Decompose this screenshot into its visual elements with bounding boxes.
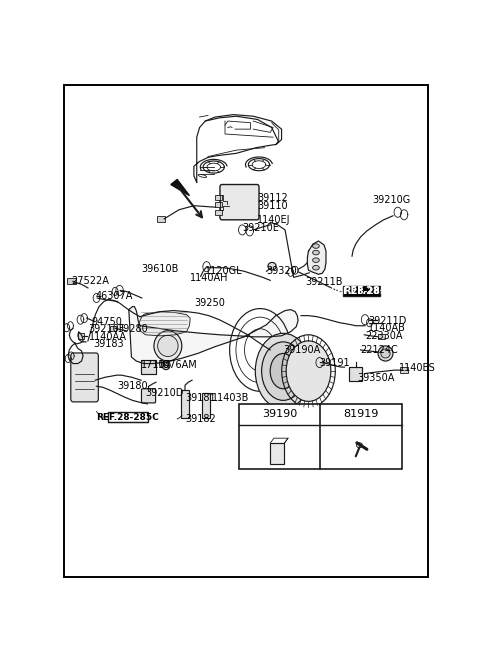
Bar (202, 393, 210, 417)
Bar (67, 278, 76, 284)
Text: 39183: 39183 (94, 339, 124, 349)
Ellipse shape (378, 346, 393, 361)
Ellipse shape (312, 265, 319, 270)
Text: 39182: 39182 (186, 413, 216, 424)
Text: 39350A: 39350A (357, 373, 394, 383)
Text: 39210E: 39210E (242, 223, 279, 233)
Ellipse shape (268, 263, 276, 270)
Ellipse shape (164, 363, 168, 367)
Ellipse shape (381, 349, 390, 358)
Text: 1140AB: 1140AB (368, 323, 406, 333)
Bar (157, 215, 165, 222)
Text: 39250: 39250 (195, 298, 226, 308)
Text: 39191: 39191 (320, 358, 350, 367)
Text: 17104: 17104 (141, 360, 172, 370)
Circle shape (270, 354, 296, 389)
Bar (378, 334, 385, 339)
Bar (215, 195, 222, 200)
Text: 39210F: 39210F (88, 324, 124, 334)
Ellipse shape (154, 331, 182, 361)
Text: 1076AM: 1076AM (157, 360, 197, 370)
Bar (239, 404, 402, 470)
Text: 27522A: 27522A (71, 276, 109, 286)
Ellipse shape (162, 360, 170, 369)
Text: 39112: 39112 (257, 193, 288, 203)
Bar (78, 333, 84, 339)
Text: 39211B: 39211B (305, 277, 343, 287)
Text: 39181: 39181 (186, 393, 216, 403)
Text: 39280: 39280 (118, 324, 148, 334)
Bar (400, 367, 408, 373)
Bar (349, 367, 362, 381)
Bar (215, 210, 222, 215)
Text: 22124C: 22124C (360, 345, 398, 355)
Ellipse shape (312, 244, 319, 248)
Bar (215, 202, 222, 207)
Bar (343, 286, 380, 297)
Circle shape (262, 342, 305, 400)
Text: 39180: 39180 (118, 381, 148, 391)
Text: 94750: 94750 (92, 317, 122, 328)
Bar (110, 326, 116, 331)
Text: 22330A: 22330A (365, 331, 403, 341)
Text: REF.28-285C: REF.28-285C (330, 287, 393, 296)
Text: REF.28-285C: REF.28-285C (96, 413, 159, 422)
Bar (108, 413, 148, 422)
Text: 39190: 39190 (262, 409, 297, 419)
Ellipse shape (312, 258, 319, 263)
Polygon shape (307, 241, 326, 274)
Text: 46307A: 46307A (96, 291, 132, 301)
Polygon shape (171, 179, 190, 196)
FancyBboxPatch shape (142, 389, 156, 403)
Text: 39320: 39320 (266, 267, 297, 276)
Text: 1140AH: 1140AH (190, 273, 228, 283)
Text: 39110: 39110 (257, 200, 288, 211)
Bar (270, 443, 284, 464)
FancyBboxPatch shape (71, 353, 98, 402)
Text: 81919: 81919 (344, 409, 379, 419)
Polygon shape (138, 312, 190, 336)
Text: 39610B: 39610B (141, 264, 179, 274)
Bar (181, 390, 189, 417)
Text: 11403B: 11403B (212, 393, 249, 403)
FancyBboxPatch shape (220, 185, 259, 220)
Text: 39190A: 39190A (283, 345, 321, 355)
Polygon shape (129, 307, 298, 364)
Text: 39210D: 39210D (145, 388, 184, 398)
Circle shape (286, 341, 331, 402)
Text: 1140EJ: 1140EJ (257, 215, 291, 225)
Text: 1140ES: 1140ES (398, 363, 435, 373)
Circle shape (255, 333, 311, 409)
Bar (141, 360, 156, 373)
Text: 39211D: 39211D (368, 316, 407, 326)
Text: 39210G: 39210G (372, 195, 411, 204)
Text: REF.28-285C: REF.28-285C (344, 286, 412, 297)
Ellipse shape (357, 443, 362, 448)
Ellipse shape (312, 250, 319, 255)
Ellipse shape (157, 335, 178, 356)
Text: 1140AA: 1140AA (89, 332, 127, 342)
Text: 1120GL: 1120GL (205, 267, 243, 276)
